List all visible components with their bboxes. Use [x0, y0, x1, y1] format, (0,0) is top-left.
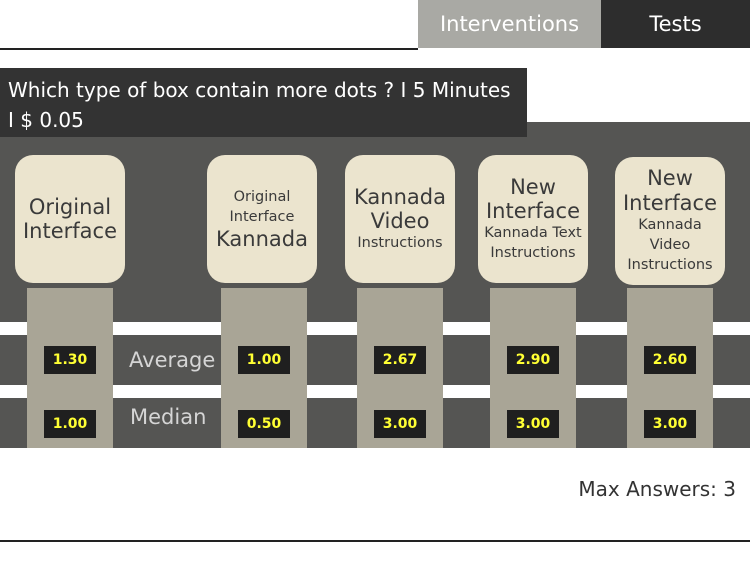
card-label-line: Interface — [22, 219, 118, 243]
tab-tests[interactable]: Tests — [601, 0, 750, 48]
card-label-line: Video — [649, 236, 691, 253]
question-title: Which type of box contain more dots ? I … — [0, 68, 527, 137]
card-label-line: Original — [233, 188, 291, 205]
median-value: 3.00 — [644, 410, 696, 438]
intervention-card: Kannada Video Instructions — [345, 155, 455, 283]
average-value: 2.90 — [507, 346, 559, 374]
average-value: 2.67 — [374, 346, 426, 374]
average-value: 2.60 — [644, 346, 696, 374]
card-label-line: Original — [28, 194, 112, 219]
card-label-line: New — [647, 166, 693, 191]
card-label-line: New — [510, 174, 556, 199]
median-value: 1.00 — [44, 410, 96, 438]
median-label: Median — [130, 405, 207, 429]
card-label-line: Instructions — [490, 245, 576, 262]
intervention-card: Original Interface Kannada — [207, 155, 317, 283]
median-value: 3.00 — [374, 410, 426, 438]
median-value: 0.50 — [238, 410, 290, 438]
intervention-card: New Interface Kannada Video Instructions — [615, 157, 725, 285]
average-label: Average — [129, 348, 216, 372]
intervention-card: Original Interface — [15, 155, 125, 283]
average-value: 1.00 — [238, 346, 290, 374]
intervention-card: New Interface Kannada Text Instructions — [478, 155, 588, 283]
card-label-line: Interface — [229, 208, 295, 225]
card-label-line: Kannada Text — [484, 224, 582, 241]
card-label-line: Kannada — [216, 227, 308, 252]
tab-interventions[interactable]: Interventions — [418, 0, 601, 48]
median-value: 3.00 — [507, 410, 559, 438]
card-label-line: Interface — [622, 190, 718, 215]
bottom-divider — [0, 540, 750, 542]
max-answers: Max Answers: 3 — [578, 477, 736, 501]
card-label-line: Video — [370, 208, 430, 233]
average-value: 1.30 — [44, 346, 96, 374]
card-label-line: Instructions — [357, 234, 443, 251]
card-label-line: Kannada — [638, 216, 702, 233]
card-label-line: Interface — [485, 198, 581, 223]
card-label-line: Kannada — [354, 184, 446, 209]
top-divider — [0, 48, 418, 50]
card-label-line: Instructions — [627, 257, 713, 274]
